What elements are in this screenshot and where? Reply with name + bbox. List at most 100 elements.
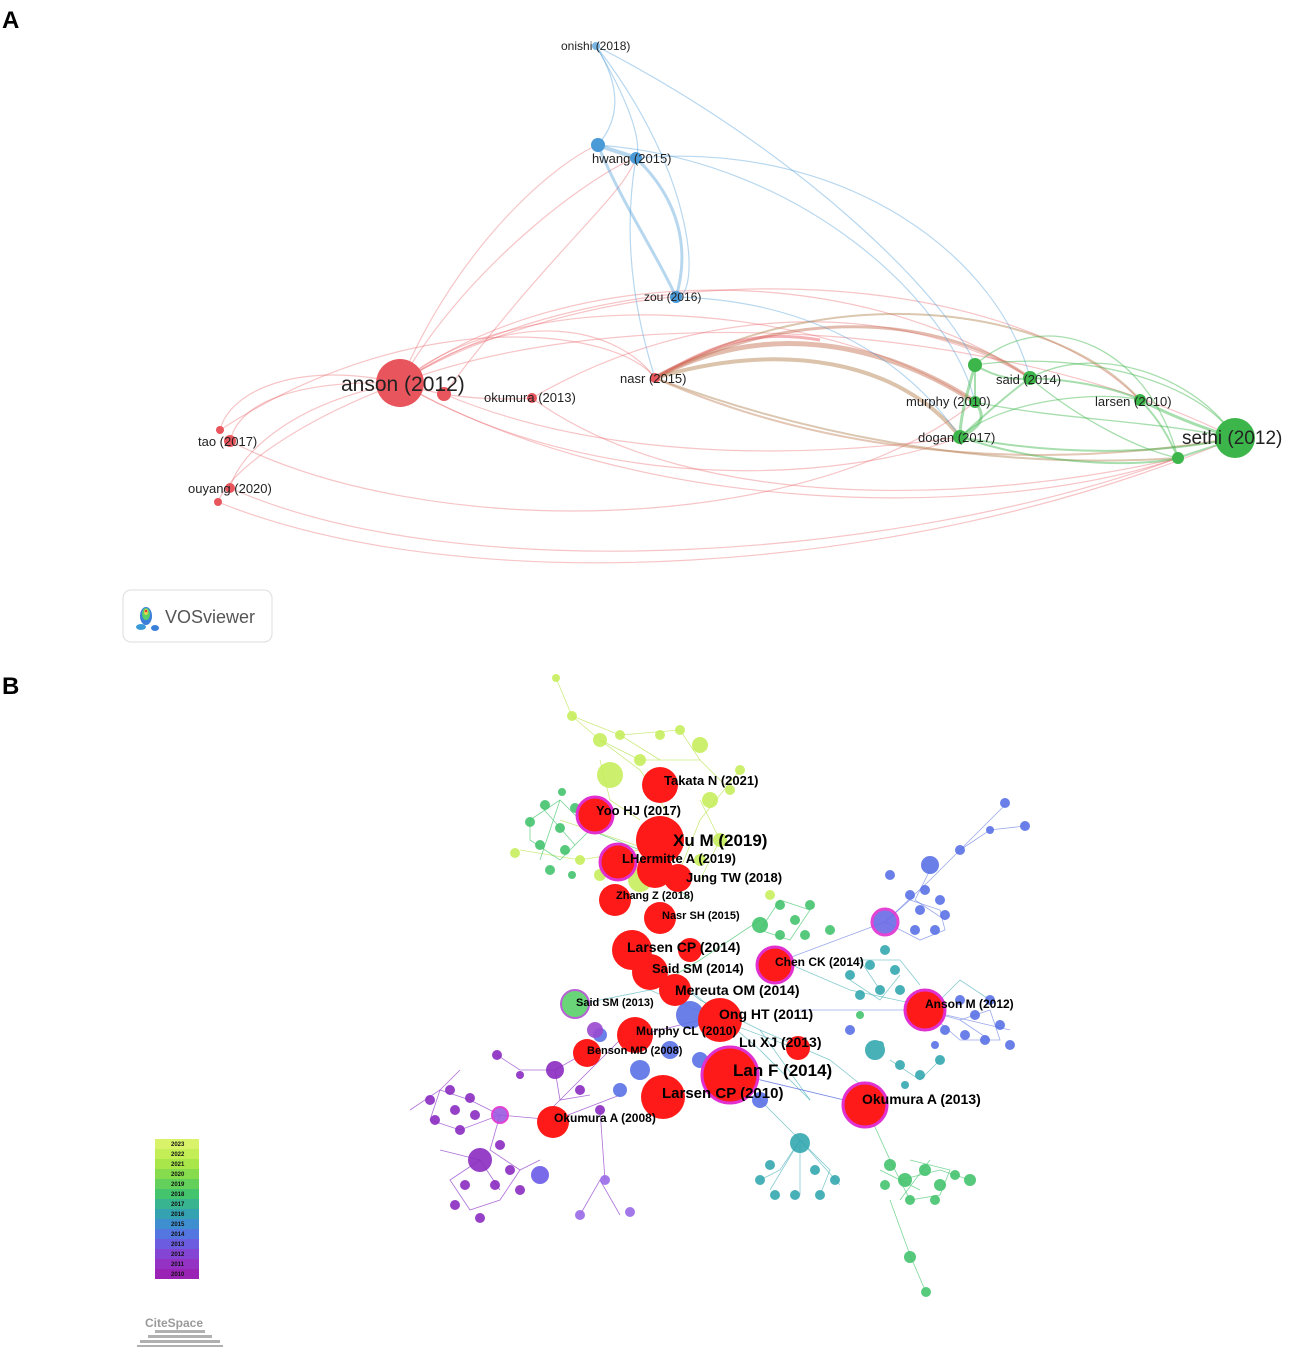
vos-node-sethi-small	[1172, 452, 1184, 464]
cs-label-benson: Benson MD (2008)	[587, 1045, 683, 1057]
cs-nodes-green	[525, 788, 976, 1297]
year-legend-label: 2013	[171, 1242, 185, 1248]
cs-label-okumura-2008: Okumura A (2008)	[554, 1111, 656, 1125]
cs-label-ong: Ong HT (2011)	[719, 1006, 813, 1022]
cs-label-okumura-2013: Okumura A (2013)	[862, 1091, 981, 1107]
cs-label-lu: Lu XJ (2013)	[739, 1034, 821, 1050]
vos-label-tao: tao (2017)	[198, 434, 257, 449]
cs-label-said-2013: Said SM (2013)	[576, 997, 654, 1009]
cs-label-larsen-2010: Larsen CP (2010)	[662, 1085, 783, 1102]
vos-label-murphy: murphy (2010)	[906, 394, 991, 409]
year-legend-label: 2017	[171, 1202, 185, 1208]
vos-node-onishi	[592, 42, 600, 50]
year-legend-label: 2010	[171, 1272, 185, 1278]
vos-node-hwang	[630, 152, 642, 164]
cs-label-nasr: Nasr SH (2015)	[662, 910, 740, 922]
cs-label-takata: Takata N (2021)	[664, 773, 758, 788]
vos-node-murphy	[969, 396, 981, 408]
cs-label-chen: Chen CK (2014)	[775, 955, 864, 969]
cs-nodes-blue	[593, 798, 1030, 1108]
year-legend-label: 2016	[171, 1212, 185, 1218]
vos-label-okumura: okumura (2013)	[484, 390, 576, 405]
year-legend-label: 2020	[171, 1172, 185, 1178]
cs-label-yoo: Yoo HJ (2017)	[596, 803, 681, 818]
vos-labels: onishi (2018) hwang (2015) zou (2016) an…	[188, 39, 1282, 496]
vos-node-tao-a	[216, 426, 224, 434]
cs-label-zhang: Zhang Z (2018)	[616, 890, 694, 902]
vos-node-dogan	[953, 430, 967, 444]
vos-node-sethi	[1215, 418, 1255, 458]
year-legend-label: 2012	[171, 1252, 185, 1258]
cs-label-anson: Anson M (2012)	[925, 997, 1014, 1011]
vos-node-ouyang	[225, 483, 235, 493]
vos-nodes	[214, 42, 1255, 506]
vos-node-anson-small	[437, 387, 451, 401]
vos-node-green-top	[968, 358, 982, 372]
vos-node-larsen	[1134, 394, 1146, 406]
vos-label-onishi: onishi (2018)	[561, 39, 630, 53]
year-legend-swatch	[155, 1239, 199, 1249]
cs-label-xu: Xu M (2019)	[673, 831, 767, 850]
vos-label-dogan: dogan (2017)	[918, 430, 995, 445]
year-legend-label: 2011	[171, 1262, 185, 1268]
cs-nodes-purple	[425, 1022, 635, 1223]
year-legend-swatch	[155, 1189, 199, 1199]
year-legend-swatch	[155, 1229, 199, 1239]
cs-nodes-red	[537, 767, 947, 1138]
year-legend: 2023 2022 2021 2020 2019 2018 2017 2016 2015 2014…	[155, 1139, 199, 1279]
vos-node-tao	[224, 435, 236, 447]
citespace-logo: CiteSpace	[137, 1316, 223, 1347]
vos-node-zou	[670, 291, 682, 303]
year-legend-label: 2019	[171, 1182, 185, 1188]
panel-b-letter: B	[2, 673, 19, 700]
vos-node-hwang-a	[591, 138, 605, 152]
cs-nodes-teal	[560, 945, 945, 1200]
year-legend-swatch	[155, 1169, 199, 1179]
vos-label-sethi: sethi (2012)	[1182, 428, 1282, 449]
year-legend-label: 2022	[171, 1152, 185, 1158]
year-legend-label: 2021	[171, 1162, 185, 1168]
year-legend-swatch	[155, 1179, 199, 1189]
year-legend-swatch	[155, 1249, 199, 1259]
year-legend-label: 2015	[171, 1222, 185, 1228]
year-legend-swatch	[155, 1139, 199, 1149]
cs-label-said-2014: Said SM (2014)	[652, 961, 744, 976]
vos-links	[217, 45, 1236, 564]
cs-labels: Takata N (2021) Yoo HJ (2017) Xu M (2019…	[554, 773, 1014, 1125]
vos-label-zou: zou (2016)	[644, 290, 701, 304]
year-legend-swatch	[155, 1219, 199, 1229]
vosviewer-logo-icon	[136, 607, 159, 631]
vos-label-nasr: nasr (2015)	[620, 371, 686, 386]
vos-node-anson	[376, 359, 424, 407]
cs-label-mereuta: Mereuta OM (2014)	[675, 982, 799, 998]
year-legend-label: 2023	[171, 1142, 185, 1148]
vos-label-larsen: larsen (2010)	[1095, 394, 1172, 409]
vosviewer-logo: VOSviewer	[122, 589, 273, 643]
year-legend-swatch	[155, 1149, 199, 1159]
vos-node-nasr	[650, 373, 660, 383]
cs-label-lan: Lan F (2014)	[733, 1061, 832, 1080]
year-legend-swatch	[155, 1209, 199, 1219]
vos-label-said: said (2014)	[996, 372, 1061, 387]
cs-label-lhermitte: LHermitte A (2019)	[622, 851, 736, 866]
vos-node-said	[1023, 371, 1037, 385]
vos-label-anson: anson (2012)	[341, 373, 465, 396]
vos-label-hwang: hwang (2015)	[592, 151, 672, 166]
cs-nodes	[425, 674, 1030, 1297]
citespace-logo-text: CiteSpace	[145, 1316, 203, 1330]
vos-node-okumura	[527, 393, 537, 403]
year-legend-swatch	[155, 1199, 199, 1209]
year-legend-swatch	[155, 1159, 199, 1169]
cs-label-murphy: Murphy CL (2010)	[636, 1024, 736, 1038]
year-legend-label: 2018	[171, 1192, 185, 1198]
year-legend-swatch	[155, 1259, 199, 1269]
vos-label-ouyang: ouyang (2020)	[188, 481, 272, 496]
year-legend-swatch	[155, 1269, 199, 1279]
year-legend-label: 2014	[171, 1232, 185, 1238]
vos-node-ouyang-b	[214, 498, 222, 506]
vosviewer-logo-text: VOSviewer	[165, 607, 255, 627]
citespace-logo-bars	[137, 1330, 223, 1347]
cs-label-jung: Jung TW (2018)	[686, 870, 782, 885]
panel-a-letter: A	[2, 7, 19, 34]
